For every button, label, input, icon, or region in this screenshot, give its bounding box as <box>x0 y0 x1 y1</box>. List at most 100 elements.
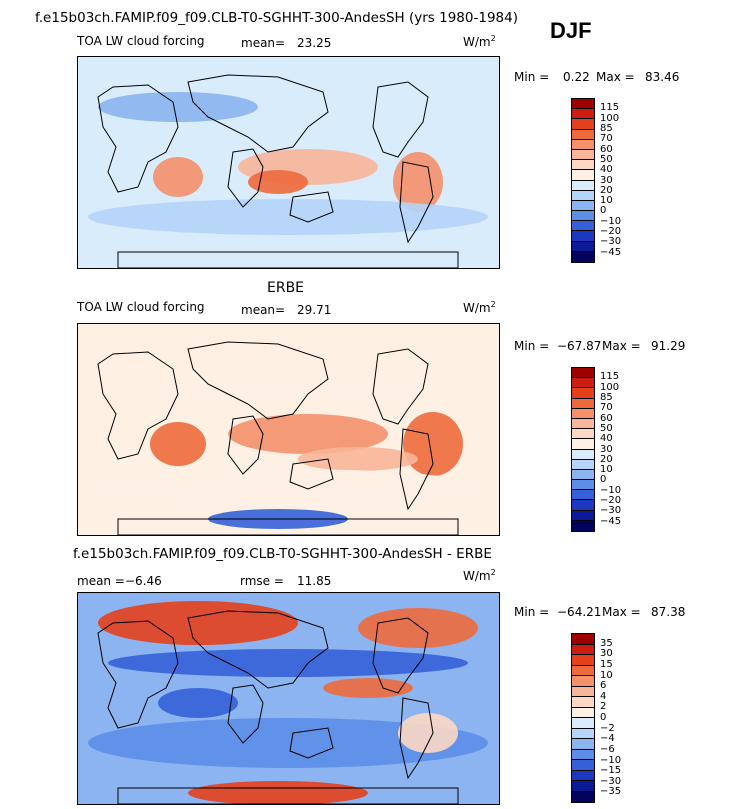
colorbar-tick-label: 100 <box>600 112 620 124</box>
continent-outline <box>289 458 334 490</box>
panel1-colorbar <box>571 98 595 263</box>
colorbar-tick-label: 115 <box>600 371 620 383</box>
colorbar-swatch <box>572 180 594 191</box>
colorbar-tick-label: −10 <box>600 215 622 227</box>
map-field-region <box>188 781 368 804</box>
colorbar-tick-label: 40 <box>600 433 613 445</box>
continent-outline <box>97 351 179 460</box>
colorbar-tick-label: −30 <box>600 505 622 517</box>
colorbar-swatch <box>572 480 594 491</box>
panel3-units: W/m2 <box>463 568 496 583</box>
colorbar-tick-label: −10 <box>600 484 622 496</box>
colorbar-swatch <box>572 634 594 645</box>
colorbar-tick-label: 50 <box>600 153 613 165</box>
colorbar-tick-label: 0 <box>600 712 607 723</box>
colorbar-swatch <box>572 221 594 232</box>
colorbar-swatch <box>572 770 594 781</box>
colorbar-tick-label: 70 <box>600 133 613 145</box>
colorbar-swatch <box>572 418 594 430</box>
continent-outline <box>399 697 434 780</box>
map-field-region <box>153 157 203 197</box>
colorbar-tick-label: 85 <box>600 391 613 403</box>
colorbar-swatch <box>572 760 594 771</box>
colorbar-swatch <box>572 368 594 379</box>
panel2-units-base: W/m <box>463 301 491 315</box>
colorbar-tick-label: −45 <box>600 515 622 527</box>
panel2-units-exp: 2 <box>490 300 496 309</box>
continent-outline <box>372 617 429 694</box>
panel3-min-label: Min = <box>514 605 550 619</box>
colorbar-swatch <box>572 170 594 181</box>
colorbar-swatch <box>572 200 594 212</box>
map-field-region <box>358 608 478 648</box>
colorbar-tick-label: 115 <box>600 102 620 114</box>
colorbar-tick-label: 0 <box>600 474 607 486</box>
panel3-units-base: W/m <box>463 569 491 583</box>
colorbar-tick-label: 6 <box>600 680 607 692</box>
continent-outline <box>187 341 329 420</box>
colorbar-tick-label: 100 <box>600 381 620 393</box>
colorbar-tick-label: −2 <box>600 722 615 734</box>
panel2-colorbar <box>571 367 595 532</box>
colorbar-tick-label: 85 <box>600 122 613 134</box>
continent-outline <box>117 251 459 268</box>
colorbar-swatch <box>572 149 594 161</box>
map-field-region <box>88 199 488 235</box>
continent-outline <box>227 684 264 744</box>
panel2-title: ERBE <box>267 280 305 296</box>
panel2-map <box>77 323 500 536</box>
panel3-title: f.e15b03ch.FAMIP.f09_f09.CLB-T0-SGHHT-30… <box>73 546 492 562</box>
colorbar-tick-label: 15 <box>600 658 613 670</box>
panel2-max-label: Max = <box>602 339 641 353</box>
colorbar-swatch <box>572 398 594 409</box>
continent-outline <box>372 81 429 158</box>
colorbar-tick-label: 4 <box>600 690 607 702</box>
panel1-mean-label: mean= <box>241 36 286 50</box>
panel1-min-label: Min = <box>514 70 550 84</box>
colorbar-tick-label: 70 <box>600 402 613 414</box>
colorbar-swatch <box>572 429 594 440</box>
continent-outline <box>187 74 329 153</box>
panel2-variable-label: TOA LW cloud forcing <box>77 300 205 314</box>
panel2-mean-value: 29.71 <box>297 303 332 317</box>
map-field-region <box>248 170 308 194</box>
continent-outline <box>372 348 429 425</box>
colorbar-tick-label: 20 <box>600 184 613 196</box>
map-field-region <box>323 678 413 698</box>
colorbar-swatch <box>572 469 594 481</box>
panel3-units-exp: 2 <box>490 568 496 577</box>
panel2-map-svg <box>78 324 499 535</box>
colorbar-tick-label: 20 <box>600 453 613 465</box>
continent-outline <box>227 415 264 475</box>
panel3-mean-value: −6.46 <box>125 574 162 588</box>
panel3-map <box>77 592 500 805</box>
colorbar-swatch <box>572 231 594 242</box>
continent-outline <box>97 84 179 193</box>
panel1-variable-label: TOA LW cloud forcing <box>77 34 205 48</box>
panel3-map-svg <box>78 593 499 804</box>
panel3-max-label: Max = <box>602 605 641 619</box>
panel1-map <box>77 56 500 269</box>
map-field-region <box>298 447 418 471</box>
colorbar-swatch <box>572 739 594 750</box>
colorbar-swatch <box>572 129 594 140</box>
colorbar-swatch <box>572 686 594 697</box>
colorbar-swatch <box>572 707 594 718</box>
panel2-units: W/m2 <box>463 300 496 315</box>
colorbar-swatch <box>572 791 594 802</box>
map-field-region <box>88 718 488 768</box>
colorbar-swatch <box>572 160 594 171</box>
colorbar-tick-label: −20 <box>600 226 622 238</box>
panel3-colorbar <box>571 633 595 803</box>
colorbar-swatch <box>572 718 594 729</box>
panel1-min-value: 0.22 <box>563 70 590 84</box>
colorbar-swatch <box>572 378 594 389</box>
colorbar-swatch <box>572 665 594 676</box>
colorbar-swatch <box>572 510 594 521</box>
colorbar-swatch <box>572 439 594 450</box>
map-field-region <box>88 469 488 509</box>
colorbar-tick-label: 30 <box>600 174 613 186</box>
colorbar-swatch <box>572 388 594 399</box>
colorbar-tick-label: 10 <box>600 669 613 681</box>
colorbar-tick-label: 0 <box>600 205 607 217</box>
